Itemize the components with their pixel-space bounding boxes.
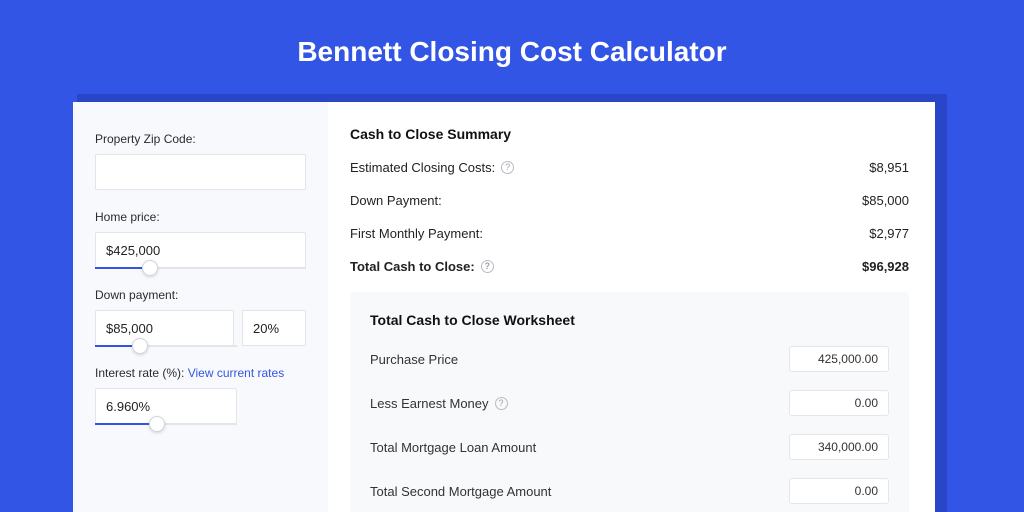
interest-rate-input[interactable]: [95, 388, 237, 424]
worksheet-row: Total Second Mortgage Amount 0.00: [370, 478, 889, 504]
zip-field: Property Zip Code:: [95, 132, 306, 190]
worksheet-row-label: Total Second Mortgage Amount: [370, 484, 551, 499]
page-title: Bennett Closing Cost Calculator: [0, 0, 1024, 94]
worksheet-row-label: Purchase Price: [370, 352, 458, 367]
worksheet-heading: Total Cash to Close Worksheet: [370, 312, 889, 328]
worksheet-value[interactable]: 0.00: [789, 478, 889, 504]
worksheet-value[interactable]: 0.00: [789, 390, 889, 416]
inputs-panel: Property Zip Code: Home price: Down paym…: [73, 102, 328, 512]
down-payment-field: Down payment:: [95, 288, 306, 346]
down-payment-pct-input[interactable]: [242, 310, 306, 346]
home-price-label: Home price:: [95, 210, 306, 224]
summary-heading: Cash to Close Summary: [350, 126, 909, 142]
interest-rate-field: Interest rate (%): View current rates: [95, 366, 306, 424]
worksheet-section: Total Cash to Close Worksheet Purchase P…: [350, 292, 909, 512]
summary-row: Total Cash to Close:? $96,928: [350, 259, 909, 274]
down-payment-input[interactable]: [95, 310, 234, 346]
worksheet-value[interactable]: 425,000.00: [789, 346, 889, 372]
worksheet-row-label: Less Earnest Money: [370, 396, 489, 411]
home-price-field: Home price:: [95, 210, 306, 268]
summary-row: Estimated Closing Costs:? $8,951: [350, 160, 909, 175]
worksheet-row: Total Mortgage Loan Amount 340,000.00: [370, 434, 889, 460]
summary-row-value: $2,977: [869, 226, 909, 241]
down-payment-label: Down payment:: [95, 288, 306, 302]
help-icon[interactable]: ?: [501, 161, 514, 174]
summary-row: Down Payment: $85,000: [350, 193, 909, 208]
summary-row-label: Total Cash to Close:: [350, 259, 475, 274]
card-shadow: Property Zip Code: Home price: Down paym…: [77, 94, 947, 512]
slider-fill: [95, 423, 157, 425]
interest-label-text: Interest rate (%):: [95, 366, 188, 380]
help-icon[interactable]: ?: [495, 397, 508, 410]
slider-thumb[interactable]: [142, 260, 158, 276]
zip-input[interactable]: [95, 154, 306, 190]
interest-rate-label: Interest rate (%): View current rates: [95, 366, 306, 380]
slider-thumb[interactable]: [149, 416, 165, 432]
worksheet-row: Purchase Price 425,000.00: [370, 346, 889, 372]
summary-row: First Monthly Payment: $2,977: [350, 226, 909, 241]
calculator-card: Property Zip Code: Home price: Down paym…: [73, 102, 935, 512]
summary-row-label: First Monthly Payment:: [350, 226, 483, 241]
help-icon[interactable]: ?: [481, 260, 494, 273]
view-rates-link[interactable]: View current rates: [188, 366, 285, 380]
summary-row-value: $96,928: [862, 259, 909, 274]
worksheet-value[interactable]: 340,000.00: [789, 434, 889, 460]
slider-thumb[interactable]: [132, 338, 148, 354]
home-price-input[interactable]: [95, 232, 306, 268]
worksheet-row: Less Earnest Money? 0.00: [370, 390, 889, 416]
worksheet-row-label: Total Mortgage Loan Amount: [370, 440, 536, 455]
summary-list: Estimated Closing Costs:? $8,951 Down Paym…: [350, 160, 909, 274]
summary-row-value: $85,000: [862, 193, 909, 208]
summary-panel: Cash to Close Summary Estimated Closing …: [328, 102, 935, 512]
worksheet-list: Purchase Price 425,000.00 Less Earnest Mon…: [370, 346, 889, 504]
summary-row-label: Down Payment:: [350, 193, 442, 208]
summary-row-value: $8,951: [869, 160, 909, 175]
zip-label: Property Zip Code:: [95, 132, 306, 146]
summary-row-label: Estimated Closing Costs:: [350, 160, 495, 175]
